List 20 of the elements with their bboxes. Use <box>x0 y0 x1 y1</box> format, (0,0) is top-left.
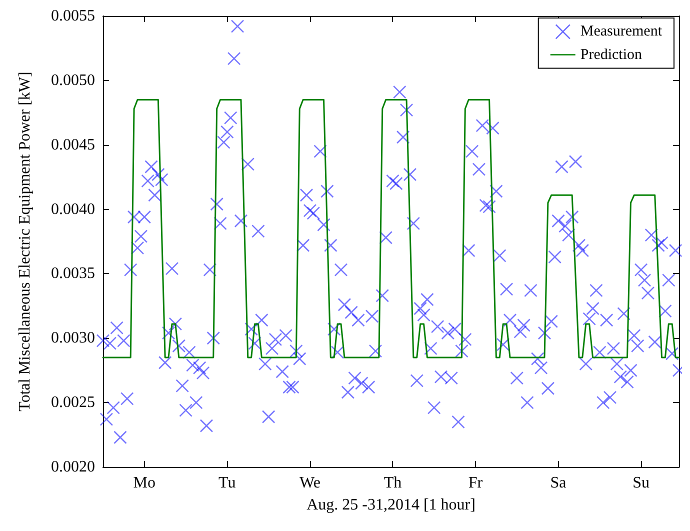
x-axis-title: Aug. 25 -31,2014 [1 hour] <box>306 496 476 514</box>
y-tick-label: 0.0045 <box>51 136 95 154</box>
legend-label: Measurement <box>580 24 663 40</box>
x-tick-label: Sa <box>550 474 566 492</box>
y-tick-label: 0.0055 <box>51 8 95 24</box>
y-tick-label: 0.0035 <box>51 265 95 282</box>
x-tick-label: Th <box>384 474 402 492</box>
x-tick-label: Su <box>632 474 650 492</box>
line-series <box>102 99 680 358</box>
x-tick-label: Fr <box>468 474 484 492</box>
y-tick-label: 0.0025 <box>51 394 95 412</box>
x-tick-label: We <box>299 474 320 492</box>
legend-label: Prediction <box>580 46 643 63</box>
x-tick-label: Mo <box>133 474 156 492</box>
x-tick-label: Tu <box>218 474 236 492</box>
y-tick-label: 0.0020 <box>51 458 95 476</box>
y-tick-label: 0.0050 <box>51 72 95 89</box>
y-axis-title: Total Miscellaneous Electric Equipment Power [kW] <box>16 72 34 412</box>
y-tick-label: 0.0040 <box>51 200 95 218</box>
y-tick-label: 0.0030 <box>51 330 95 347</box>
